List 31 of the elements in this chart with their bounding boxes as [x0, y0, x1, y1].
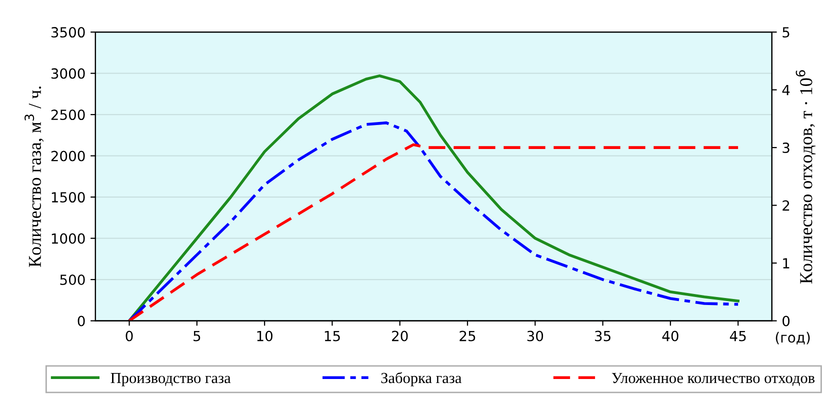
y2-tick-label: 2 — [782, 200, 790, 211]
y-tick-label: 2500 — [51, 110, 85, 120]
x-tick-label: 45 — [730, 330, 746, 342]
x-axis-title: (год) — [776, 332, 810, 344]
y2-tick-label: 5 — [782, 27, 790, 38]
y-tick-label: 3500 — [51, 27, 85, 38]
y2-tick-label: 0 — [782, 316, 790, 326]
y-tick-label: 0 — [78, 316, 85, 326]
legend-label: Уложенное количество отходов — [612, 373, 815, 386]
y2-tick-label: 1 — [783, 258, 790, 268]
y-tick-label: 500 — [60, 274, 85, 286]
y-tick-label: 1500 — [52, 192, 85, 203]
x-tick-label: 15 — [324, 330, 340, 342]
legend-label: Заборка газа — [381, 372, 462, 386]
x-tick-label: 25 — [460, 330, 476, 342]
y2-tick-label: 3 — [782, 142, 790, 154]
legend-label: Производство газа — [110, 373, 231, 386]
x-tick-label: 35 — [595, 330, 610, 342]
x-tick-label: 5 — [194, 330, 200, 342]
line-series — [128, 74, 740, 321]
y-tick-label: 1000 — [52, 233, 85, 244]
y-axis-title: Количество газа, м$^{3}$ / ч. — [24, 86, 44, 268]
y-tick-label: 3000 — [51, 68, 85, 79]
y2-axis-title: Количество отходов, т · 10$^{6}$ — [796, 70, 816, 284]
x-tick-label: 0 — [126, 330, 133, 342]
x-tick-label: 30 — [527, 330, 544, 342]
x-tick-label: 10 — [257, 330, 272, 342]
y-tick-label: 2000 — [51, 150, 85, 162]
y2-tick-label: 4 — [782, 84, 790, 96]
x-tick-label: 40 — [662, 330, 678, 342]
x-tick-label: 20 — [392, 330, 408, 342]
